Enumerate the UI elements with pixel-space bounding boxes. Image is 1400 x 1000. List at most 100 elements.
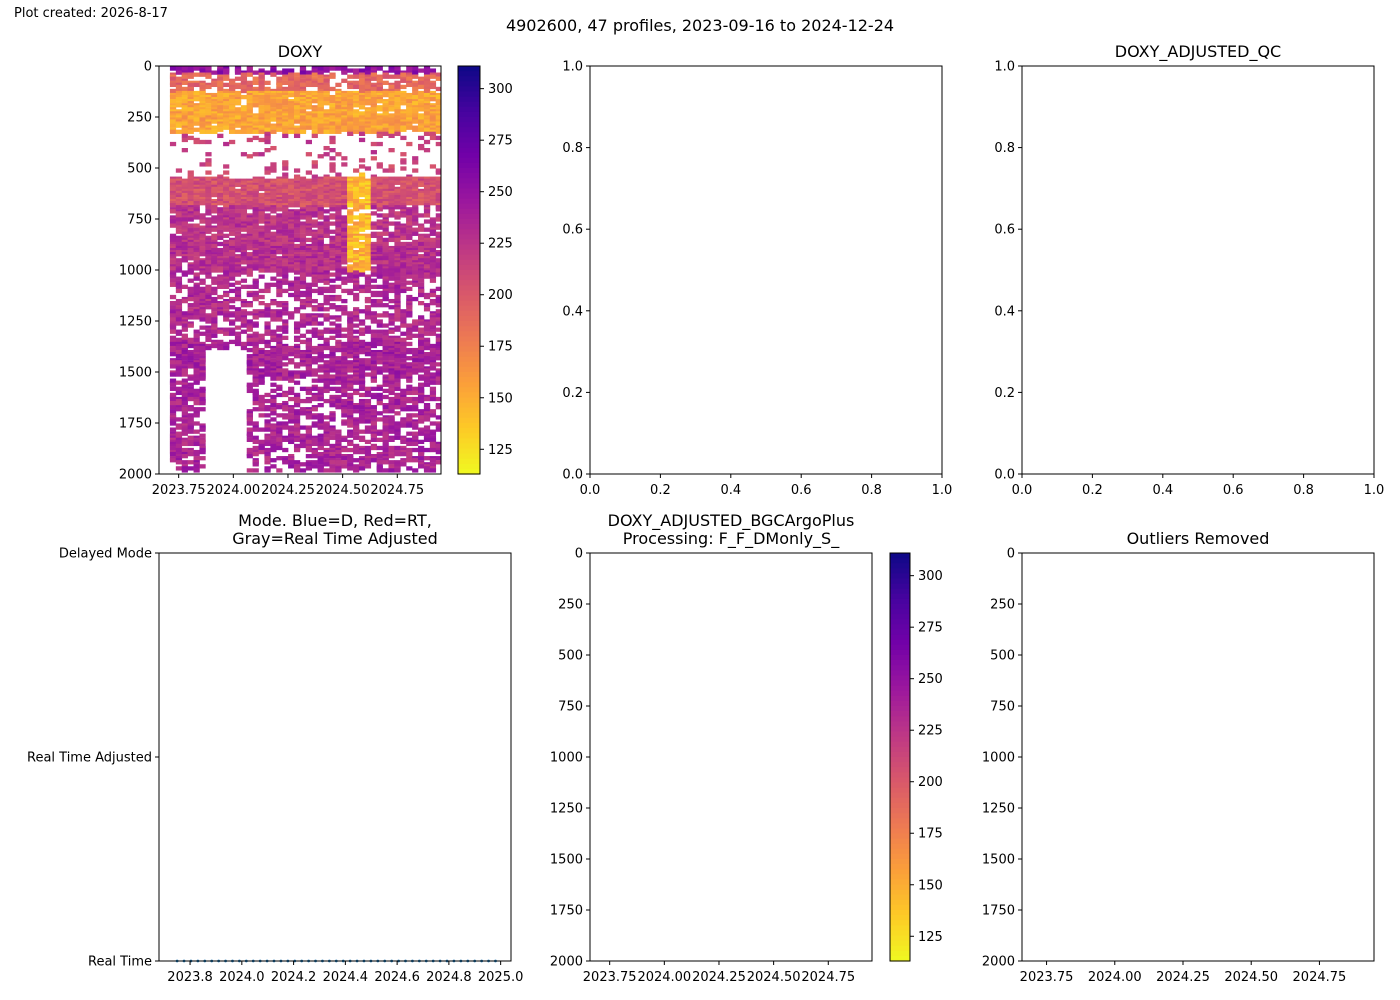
heatmap-cell [329,403,336,408]
heatmap-cell [388,468,395,473]
heatmap-cell [187,441,194,447]
heatmap-cell [347,341,354,347]
heatmap-cell [311,258,318,263]
heatmap-cell [370,425,377,430]
heatmap-cell [276,241,283,247]
heatmap-cell [353,190,360,196]
heatmap-cell [299,229,307,234]
heatmap-cell [364,386,372,391]
heatmap-cell [442,91,448,95]
colorbar-segment [458,178,480,184]
heatmap-cell [317,66,324,71]
heatmap-cell [288,233,295,238]
heatmap-cell [187,376,194,381]
heatmap-cell [335,223,342,228]
heatmap-cell [376,231,383,236]
heatmap-cell [442,403,448,407]
heatmap-cell [299,203,307,208]
heatmap-cell [382,439,389,445]
heatmap-cell [400,121,407,126]
heatmap-cell [442,376,448,380]
heatmap-cell [429,347,437,353]
heatmap-cell [370,298,377,304]
heatmap-cell [388,148,395,153]
heatmap-cell [211,307,218,312]
heatmap-cell [335,207,342,212]
heatmap-cell [442,193,448,197]
heatmap-cell [199,84,206,90]
heatmap-cell [258,333,265,338]
heatmap-cell [358,105,366,110]
heatmap-cell [270,447,277,453]
heatmap-cell [223,141,230,147]
heatmap-cell [323,152,330,157]
heatmap-cell [293,229,301,234]
heatmap-cell [299,70,307,75]
heatmap-cell [442,417,448,421]
colorbar-segment [458,122,480,128]
heatmap-cell [175,129,183,134]
heatmap-cell [288,129,295,134]
heatmap-cell [418,451,425,457]
heatmap-cell [317,419,324,424]
heatmap-cell [394,180,401,185]
heatmap-cell [288,68,295,73]
heatmap-cell [282,231,289,236]
heatmap-cell [353,427,360,432]
heatmap-cell [305,139,312,145]
heatmap-cell [400,364,407,369]
heatmap-cell [418,145,425,151]
heatmap-cell [288,268,295,273]
heatmap-cell [169,237,177,243]
heatmap-cell [169,203,177,208]
heatmap-cell [376,341,383,347]
heatmap-cell [270,317,277,322]
heatmap-cell [199,241,206,247]
y-tick-label: 250 [127,111,152,126]
heatmap-cell [423,382,431,387]
heatmap-cell [293,431,301,436]
heatmap-cell [305,282,312,287]
heatmap-cell [435,327,441,332]
heatmap-cell [442,181,448,185]
heatmap-cell [175,288,183,294]
heatmap-cell [394,327,401,332]
heatmap-cell [276,99,283,104]
heatmap-cell [364,280,372,285]
heatmap-cell [442,266,448,270]
heatmap-cell [341,270,348,275]
heatmap-cell [418,341,425,347]
heatmap-cell [293,403,301,408]
heatmap-cell [335,370,342,375]
heatmap-cell [305,207,312,212]
heatmap-cell [376,207,383,212]
heatmap-cell [418,301,425,306]
heatmap-cell [442,203,448,207]
heatmap-cell [358,415,366,420]
heatmap-cell [264,413,271,418]
heatmap-cell [423,111,431,116]
heatmap-cell [299,319,307,324]
heatmap-cell [429,325,437,330]
heatmap-cell [276,413,283,418]
heatmap-cell [276,362,283,367]
heatmap-cell [400,190,407,196]
heatmap-cell [187,123,194,128]
heatmap-cell [429,74,437,79]
heatmap-cell [418,329,425,334]
heatmap-cell [323,254,330,259]
heatmap-cell [323,423,330,428]
heatmap-cell [187,288,194,294]
heatmap-cell [246,362,253,367]
heatmap-cell [442,79,448,83]
heatmap-cell [406,447,413,453]
heatmap-cell [394,237,401,243]
heatmap-cell [199,201,206,206]
heatmap-cell [423,70,431,75]
heatmap-cell [258,427,265,432]
colorbar-segment [458,229,480,235]
heatmap-cell [435,239,441,245]
heatmap-cell [305,462,312,467]
heatmap-cell [400,78,407,83]
heatmap-cell [205,229,212,234]
